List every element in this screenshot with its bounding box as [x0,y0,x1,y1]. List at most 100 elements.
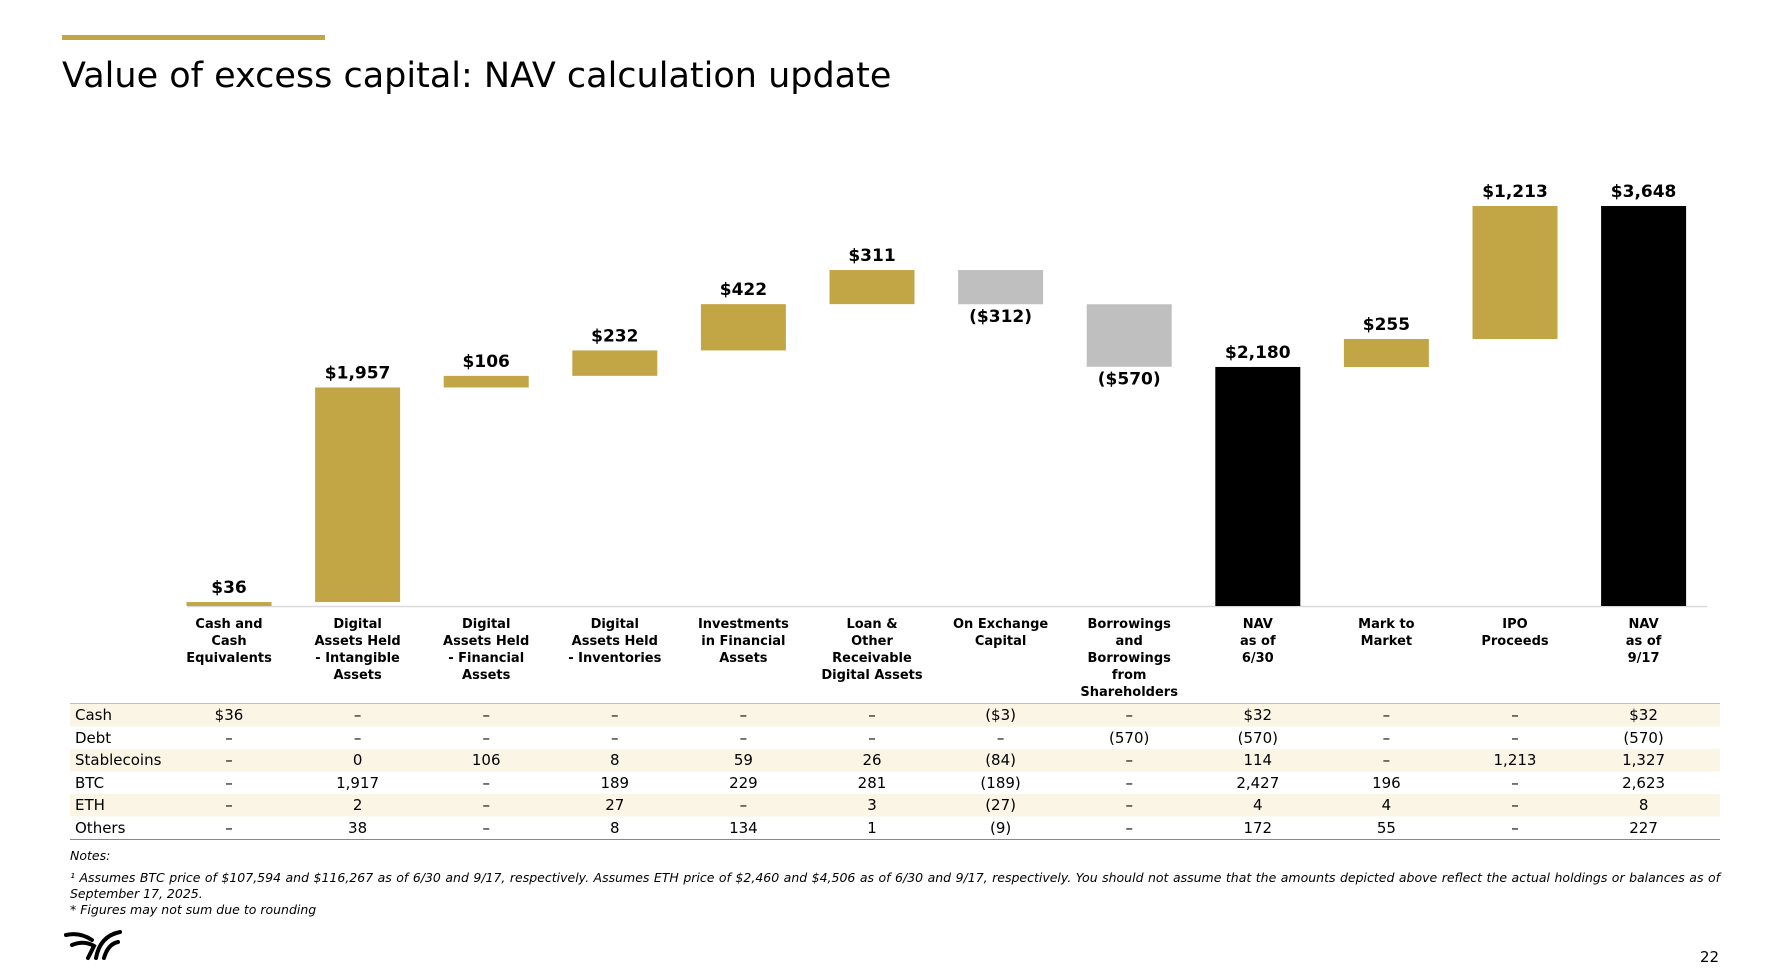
row-shade [70,794,1720,817]
table-cell: 4 [1381,796,1392,814]
bar [315,387,401,603]
accent-rule [62,35,325,40]
table-cell: $32 [1629,706,1658,724]
bar [1472,206,1558,340]
table-cell: – [225,773,233,792]
bar [958,270,1044,305]
value-label: $422 [720,280,767,300]
table-cell: – [225,728,233,747]
table-cell: – [1511,818,1519,837]
table-cell: – [1125,706,1133,724]
footnote: ¹ Assumes BTC price of $107,594 and $116… [70,870,1720,901]
table-cell: – [353,706,362,724]
table-cell: – [1125,818,1133,837]
bar [186,602,272,606]
value-label: $1,213 [1482,182,1548,202]
table-cell: 1,213 [1493,751,1537,769]
table-cell: 8 [610,818,620,837]
table-cell: – [1382,751,1391,769]
value-label: $106 [463,352,510,372]
category-label: Investments in Financial Assets [697,617,789,666]
table-cell: – [1125,751,1133,769]
table-cell: $32 [1243,706,1273,724]
table-cell: – [482,773,490,792]
table-cell: 3 [867,796,877,814]
bar [1086,304,1172,367]
table-cell: 1 [867,818,877,837]
notes-heading: Notes: [70,848,111,863]
row-label: Cash [75,706,112,724]
bar [1601,206,1687,606]
table-cell: (570) [1109,728,1150,747]
table-cell: 4 [1253,796,1263,814]
table-cell: (27) [985,796,1016,814]
value-label: $255 [1363,315,1410,335]
table-cell: – [482,728,490,747]
table-cell: 2 [352,796,363,814]
category-label: On Exchange Capital [952,617,1049,649]
table-cell: – [1511,796,1519,814]
bar [443,375,529,388]
category-label: NAV as of 6/30 [1239,617,1276,666]
category-label: Loan & Other Receivable Digital Assets [821,617,923,683]
table-cell: 55 [1376,818,1396,837]
table-cell: 196 [1372,773,1401,792]
value-label: $36 [211,578,247,598]
table-cell: 1,327 [1622,751,1666,769]
row-shade [70,704,1720,727]
value-label: ($570) [1098,370,1161,390]
table-cell: – [225,818,233,837]
category-label: Digital Assets Held - Inventories [568,617,662,666]
table-cell: – [1511,728,1519,747]
value-label: ($312) [969,307,1032,327]
bar [829,270,915,305]
table-cell: – [482,706,490,724]
table-cell: 27 [605,796,625,814]
table-cell: 2,427 [1236,773,1280,792]
table-cell: – [225,796,233,814]
row-label: ETH [75,796,105,814]
bar [700,304,786,351]
bar [1343,339,1429,367]
table-cell: 8 [610,751,620,769]
category-label: Digital Assets Held - Intangible Assets [314,617,401,683]
table-cell: 59 [733,751,753,769]
category-label: Digital Assets Held - Financial Assets [443,617,530,683]
table-cell: (189) [980,773,1021,792]
row-label: Stablecoins [75,751,162,769]
table-cell: – [611,706,619,724]
category-label: NAV as of 9/17 [1625,617,1662,666]
table-cell: – [1511,773,1519,792]
table-cell: (570) [1623,728,1664,747]
value-label: $232 [591,326,638,346]
value-label: $2,180 [1225,343,1291,363]
table-cell: 172 [1243,818,1273,837]
table-cell: 189 [600,773,630,792]
value-label: $311 [848,246,895,266]
table-cell: 229 [729,773,758,792]
row-label: Debt [75,728,112,747]
logo [64,930,122,960]
table-cell: 38 [348,818,368,837]
table-cell: 114 [1243,751,1273,769]
category-label: Borrowings and Borrowings from Sharehold… [1080,617,1178,700]
table-cell: – [1125,773,1133,792]
slide-title: Value of excess capital: NAV calculation… [62,56,892,96]
table-cell: – [1382,728,1391,747]
category-label: Cash and Cash Equivalents [186,617,272,666]
table-cell: ($3) [985,706,1016,724]
rounding-note: * Figures may not sum due to rounding [70,902,317,917]
value-label: $3,648 [1611,182,1677,202]
table-cell: – [482,818,490,837]
table-cell: – [225,751,233,769]
table-cell: – [739,706,748,724]
bar [572,350,658,376]
table-cell: 227 [1629,818,1658,837]
table-cell: – [868,706,876,724]
table-cell: 134 [729,818,758,837]
table-cell: 8 [1638,796,1649,814]
table-cell: – [1125,796,1133,814]
table-cell: – [739,728,748,747]
